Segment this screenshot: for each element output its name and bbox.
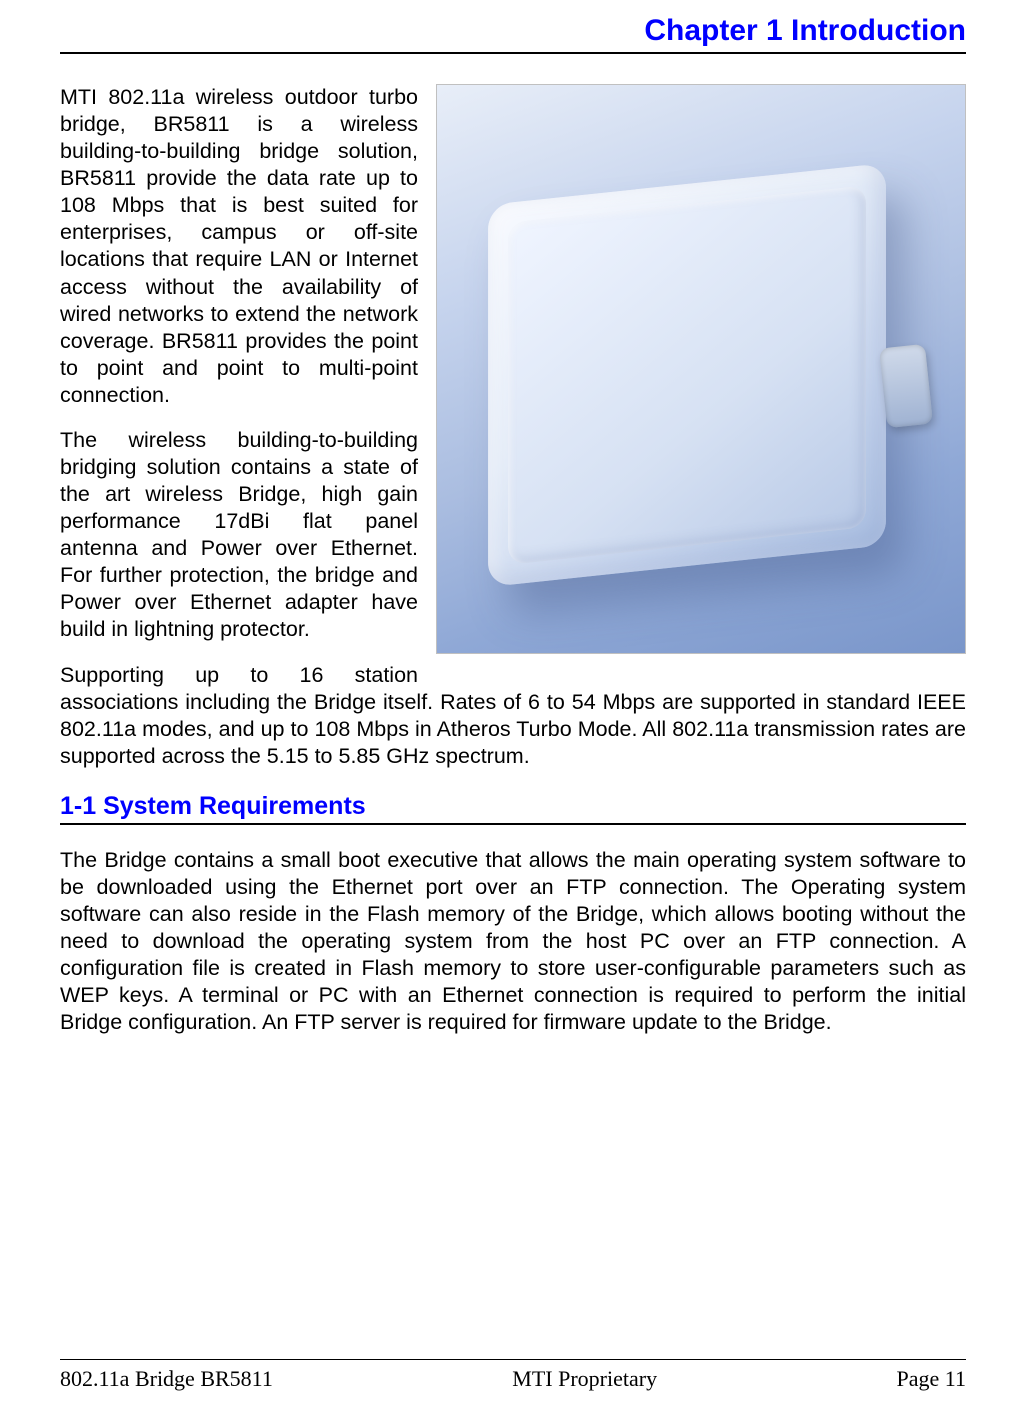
chapter-title: Chapter 1 Introduction <box>60 0 966 54</box>
intro-paragraph-3: Supporting up to 16 station associations… <box>60 662 966 770</box>
device-connector <box>879 344 933 428</box>
footer-center: MTI Proprietary <box>512 1366 657 1392</box>
device-shape <box>488 163 886 587</box>
footer-left: 802.11a Bridge BR5811 <box>60 1366 273 1392</box>
system-requirements-body: The Bridge contains a small boot executi… <box>60 847 966 1037</box>
page-footer: 802.11a Bridge BR5811 MTI Proprietary Pa… <box>60 1359 966 1392</box>
content-body: MTI 802.11a wireless outdoor turbo bridg… <box>60 84 966 1036</box>
product-image <box>436 84 966 654</box>
section-heading-system-requirements: 1-1 System Requirements <box>60 792 966 825</box>
footer-right: Page 11 <box>897 1366 966 1392</box>
